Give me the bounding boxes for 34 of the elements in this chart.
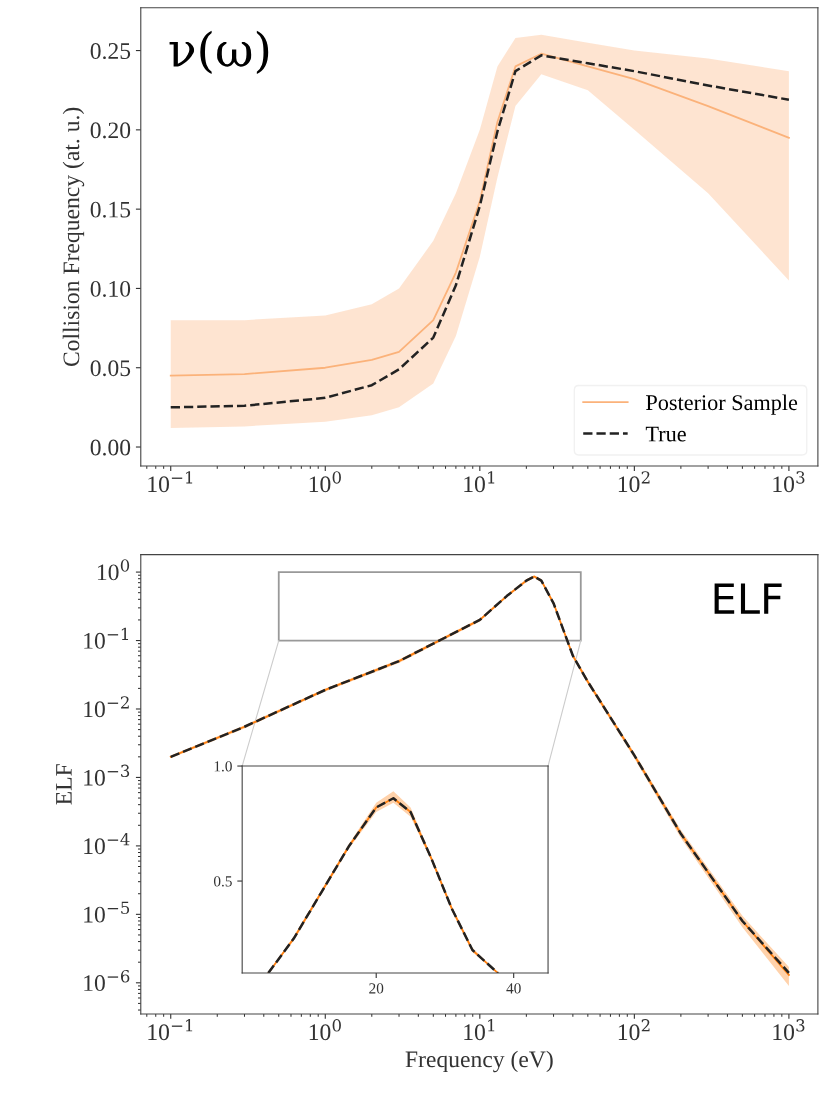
x-tick-label: 10$^{1}$ <box>464 471 495 493</box>
y-tick-label: 10$^{0}$ <box>97 559 130 581</box>
x-tick-label: 10$^{2}$ <box>618 1019 650 1041</box>
x-tick-label: 10$^{0}$ <box>309 1019 341 1041</box>
legend-label: Posterior Sample <box>646 394 798 415</box>
y-axis-title: ELF <box>56 764 72 805</box>
x-tick-label: 10$^{0}$ <box>309 471 341 493</box>
y-tick-label: 10$^{−5}$ <box>84 901 130 923</box>
annotation: ELF <box>714 583 782 614</box>
y-axis-title: Collision Frequency (at. u.) <box>62 107 85 367</box>
y-tick-label: 10$^{−4}$ <box>84 833 130 855</box>
x-tick-label: 40 <box>506 983 521 994</box>
y-tick-label: 0.00 <box>90 439 131 456</box>
x-tick-label: 10$^{2}$ <box>618 471 650 493</box>
y-tick-label: 0.5 <box>213 876 232 887</box>
y-tick-label: 0.10 <box>90 280 131 297</box>
x-axis-title: Frequency (eV) <box>405 1050 553 1073</box>
x-tick-label: 10$^{−1}$ <box>148 1019 193 1041</box>
y-tick-label: 0.15 <box>90 201 131 218</box>
annotation: ν(ω) <box>169 30 269 74</box>
x-tick-label: 10$^{1}$ <box>464 1019 495 1041</box>
x-tick-label: 10$^{3}$ <box>773 471 805 493</box>
x-tick-label: 10$^{−1}$ <box>148 471 193 493</box>
y-tick-label: 10$^{−1}$ <box>84 627 129 649</box>
y-tick-label: 10$^{−2}$ <box>84 696 129 718</box>
y-tick-label: 0.25 <box>90 43 131 60</box>
y-tick-label: 10$^{−3}$ <box>84 764 130 786</box>
x-tick-label: 20 <box>369 983 384 994</box>
y-tick-label: 0.05 <box>90 360 131 377</box>
y-tick-label: 0.20 <box>90 122 131 139</box>
x-tick-label: 10$^{3}$ <box>773 1019 805 1041</box>
y-tick-label: 10$^{−6}$ <box>84 969 130 992</box>
legend-label: True <box>645 426 686 442</box>
y-tick-label: 1.0 <box>214 761 232 772</box>
